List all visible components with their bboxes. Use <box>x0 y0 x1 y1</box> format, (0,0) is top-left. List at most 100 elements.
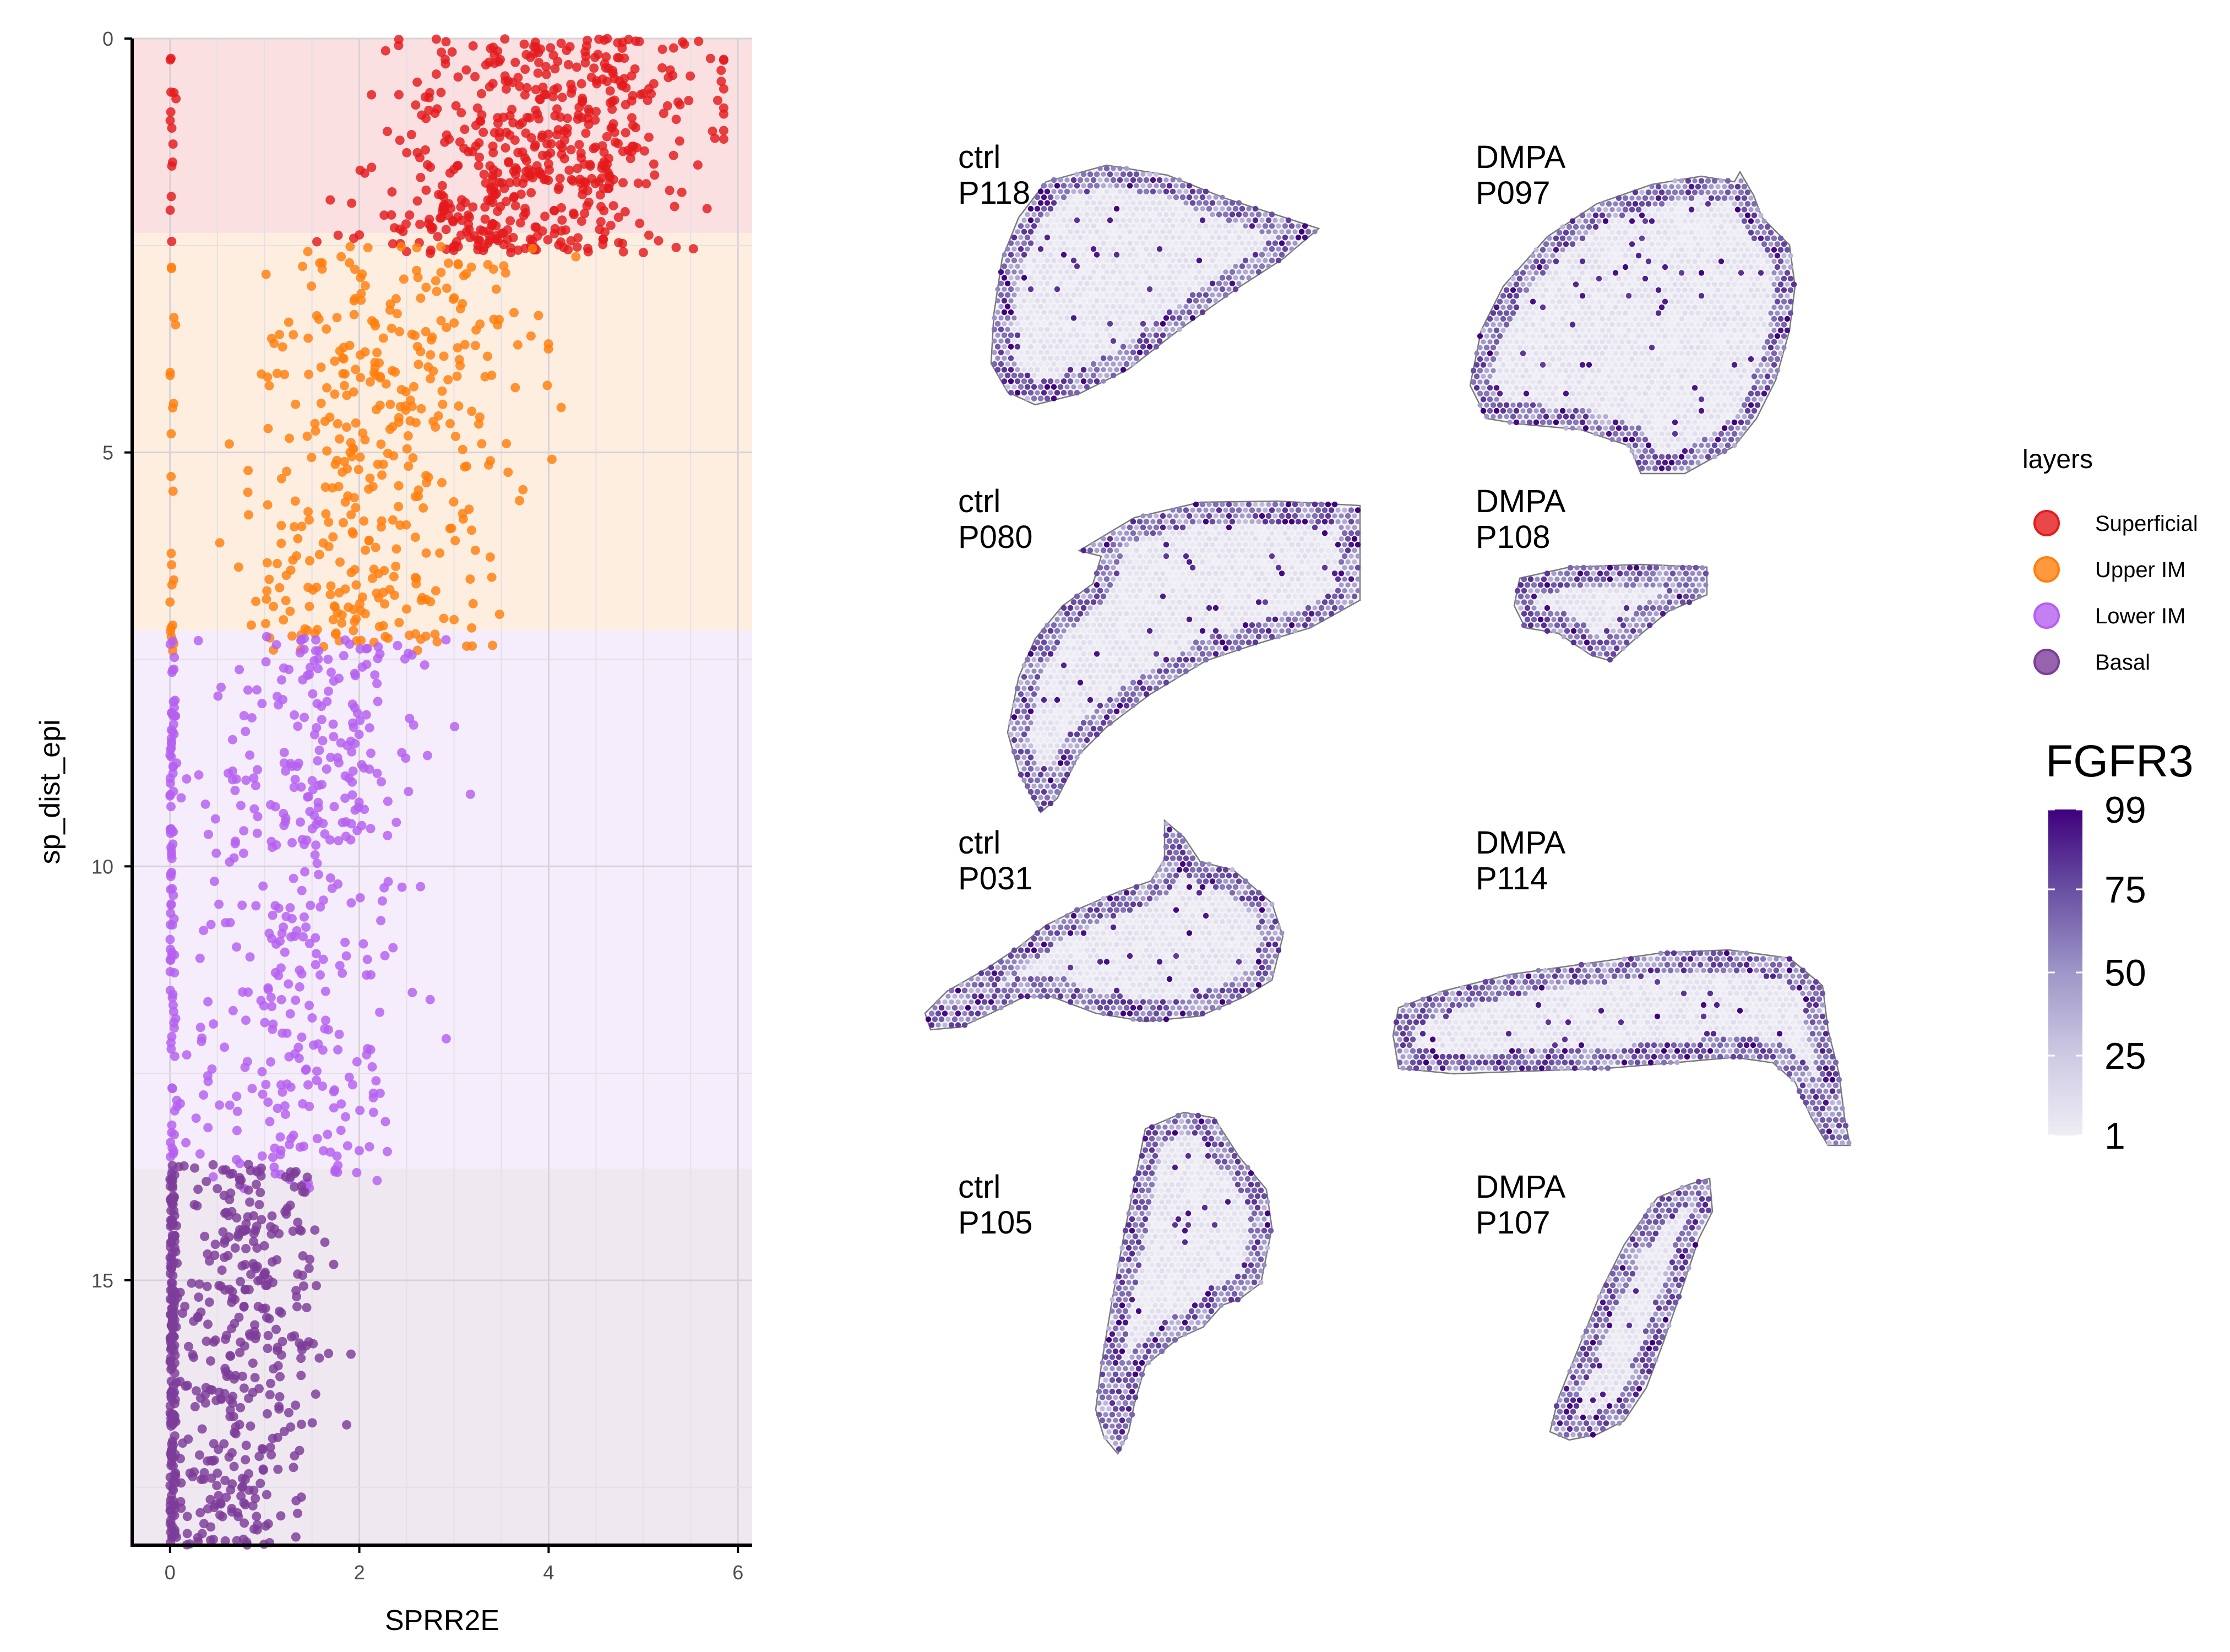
tissue-spot <box>1728 195 1734 201</box>
tissue-spot <box>1563 264 1569 270</box>
scatter-point <box>395 327 405 336</box>
tissue-spot <box>1144 258 1149 263</box>
tissue-spot <box>1045 223 1050 229</box>
scatter-point <box>342 1420 352 1430</box>
scatter-point <box>320 482 330 492</box>
tissue-spot <box>1626 420 1631 425</box>
tissue-spot <box>1527 351 1532 356</box>
tissue-spot <box>1576 230 1582 235</box>
tissue-spot <box>1037 395 1044 401</box>
tissue-spot <box>1761 264 1767 270</box>
tissue-spot <box>1699 362 1704 368</box>
tissue-spot <box>1008 252 1014 258</box>
scatter-point <box>275 1372 285 1382</box>
y-axis-label: sp_dist_epi <box>34 719 66 864</box>
tissue-spot <box>1180 229 1185 235</box>
scatter-point <box>668 43 678 53</box>
scatter-point <box>209 1439 219 1449</box>
tissue-spot <box>1613 293 1618 298</box>
tissue-spot <box>1705 281 1711 287</box>
scatter-point <box>505 216 515 226</box>
scatter-point <box>305 662 315 672</box>
tissue-spot <box>1709 322 1714 328</box>
scatter-point <box>351 580 361 590</box>
scatter-point <box>411 574 421 584</box>
tissue-spot <box>1679 236 1684 241</box>
scatter-point <box>553 57 563 66</box>
tissue-spot <box>1619 373 1625 379</box>
tissue-spot <box>1600 328 1605 333</box>
tissue-spot <box>1222 211 1229 218</box>
tissue-spot <box>1715 391 1721 396</box>
scatter-point <box>262 1409 272 1419</box>
scatter-point <box>263 1330 273 1340</box>
scatter-point <box>390 590 399 600</box>
scatter-point <box>314 314 324 324</box>
tissue-spot <box>1497 390 1503 396</box>
scatter-point <box>564 165 574 175</box>
tissue-spot <box>1483 379 1490 385</box>
tissue-spot <box>1078 384 1083 390</box>
tissue-spot <box>1249 235 1255 240</box>
tissue-spot <box>1500 385 1506 390</box>
tissue-spot <box>1157 304 1162 309</box>
tissue-spot <box>1048 218 1053 223</box>
scatter-point <box>292 1302 302 1312</box>
tissue-spot <box>1579 258 1586 264</box>
tissue-spot <box>1226 241 1232 246</box>
tissue-spot <box>1068 309 1073 315</box>
tissue-spot <box>1639 328 1645 333</box>
tissue-spot <box>1060 194 1067 200</box>
scatter-point <box>562 128 572 138</box>
tissue-spot <box>1702 403 1707 408</box>
tissue-spot <box>1500 373 1506 379</box>
tissue-spot <box>1021 229 1027 235</box>
scatter-point <box>347 790 357 800</box>
scatter-point <box>285 433 294 443</box>
tissue-spot <box>1487 396 1493 403</box>
tissue-spot <box>1210 223 1215 229</box>
tissue-spot <box>1213 241 1219 246</box>
scatter-point <box>336 1126 346 1135</box>
tissue-spot <box>1520 420 1526 425</box>
scatter-point <box>710 133 720 143</box>
tissue-spot <box>1692 408 1698 414</box>
scatter-point <box>165 1401 175 1411</box>
tissue-spot <box>1652 270 1658 276</box>
tissue-spot <box>1035 355 1040 361</box>
tissue-spot <box>1189 315 1196 321</box>
tissue-spot <box>1692 236 1698 241</box>
tissue-spot <box>1004 292 1011 298</box>
tissue-spot <box>1060 183 1067 189</box>
tissue-spot <box>998 304 1004 309</box>
tissue-spot <box>1669 287 1674 293</box>
tissue-spot <box>1107 286 1113 292</box>
tissue-spot <box>1500 316 1506 322</box>
tissue-spot <box>1596 264 1602 270</box>
tissue-spot <box>1160 286 1166 292</box>
tissue-spot <box>1199 309 1206 316</box>
tissue-spot <box>1071 246 1076 252</box>
tissue-spot <box>1223 235 1228 240</box>
scatter-point <box>573 233 583 243</box>
scatter-point <box>349 626 358 635</box>
tissue-spot <box>1213 206 1219 211</box>
tissue-spot <box>1137 292 1143 298</box>
tissue-spot <box>1560 247 1565 253</box>
tissue-spot <box>1758 259 1764 264</box>
scatter-point <box>199 926 209 936</box>
tissue-spot <box>1682 403 1688 408</box>
tissue-spot <box>1666 351 1671 356</box>
tissue-spot <box>1652 316 1658 322</box>
tissue-spot <box>1068 333 1073 338</box>
scatter-point <box>412 341 422 351</box>
tissue-spot <box>1642 253 1648 258</box>
tissue-spot <box>1121 241 1126 246</box>
tissue-spot <box>1695 195 1701 201</box>
scatter-point <box>360 281 370 291</box>
tissue-spot <box>1596 253 1602 258</box>
scatter-point <box>468 41 478 51</box>
tissue-spot <box>1639 305 1645 310</box>
scatter-point <box>258 1444 268 1454</box>
tissue-spot <box>1738 270 1744 276</box>
